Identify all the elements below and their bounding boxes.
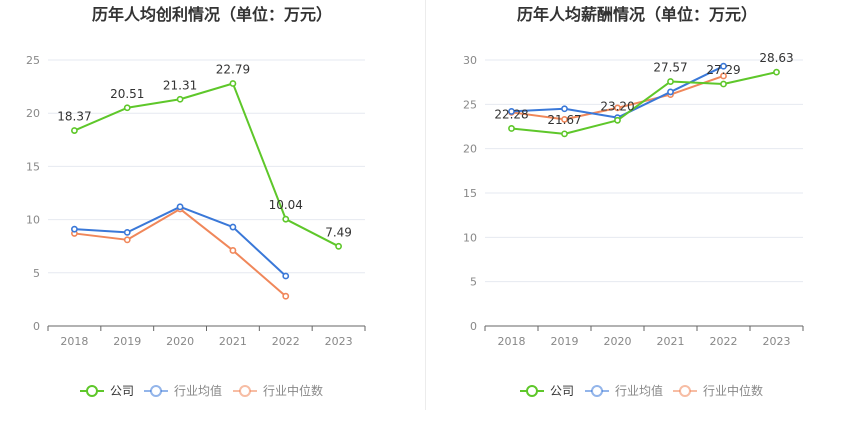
y-tick-label: 10 [463,231,477,244]
legend-marker [591,385,603,397]
profit-per-capita-chart: 历年人均创利情况（单位：万元） 0 5 10 15 20 25 2018 2019 2020 202… [26,5,366,398]
x-tick-label: 2020 [604,335,632,348]
data-point [123,228,131,236]
data-point [229,223,237,231]
data-label: 21.67 [547,113,581,127]
legend-item-1: 行业均值 [585,383,663,398]
data-point [614,104,621,112]
x-tick-label: 2018 [60,335,88,348]
legend-marker [150,385,162,397]
legend-item-2: 行业中位数 [673,383,763,398]
data-point [561,105,568,113]
salary-per-capita-chart: 历年人均薪酬情况（单位：万元） 0 5 10 15 20 25 30 2018 2019 2020 2… [463,5,804,398]
chart-panel-profit: 历年人均创利情况（单位：万元） 0 5 10 15 20 25 2018 2019 2020 202… [0,0,425,437]
series-line-1 [74,205,287,277]
legend-label: 行业中位数 [263,383,323,398]
y-tick-label: 20 [463,143,477,156]
data-point [282,272,290,280]
y-tick-label: 15 [26,160,40,173]
data-point [229,80,237,87]
data-point [282,215,290,223]
data-label: 22.28 [494,107,528,121]
data-point [561,130,568,138]
y-tick-label: 0 [470,320,477,333]
data-label: 27.57 [653,61,687,75]
data-point [773,68,780,76]
y-tick-label: 5 [33,267,40,280]
series-line-2 [74,207,287,297]
x-tick-label: 2021 [657,335,685,348]
data-point [720,72,727,80]
data-point [71,127,78,134]
legend-item-2: 行业中位数 [233,383,323,398]
legend-label: 公司 [110,384,134,398]
legend-marker [679,385,691,397]
x-tick-label: 2020 [166,335,194,348]
x-tick-label: 2021 [219,335,247,348]
data-point [720,62,727,70]
legend-marker [526,385,538,397]
x-tick-label: 2023 [763,335,791,348]
data-point [176,95,184,103]
data-point [176,203,184,211]
legend-label: 行业均值 [615,383,663,398]
data-point [282,292,290,300]
data-label: 28.63 [759,51,793,65]
data-label: 18.37 [57,110,91,124]
data-point [335,242,342,250]
data-label: 23.20 [600,99,634,113]
data-point [667,88,674,96]
legend-label: 公司 [550,384,574,398]
data-point [720,80,727,88]
x-tick-label: 2018 [498,335,526,348]
data-point [71,225,78,233]
legend-item-0: 公司 [80,384,134,398]
legend-item-0: 公司 [520,384,574,398]
legend-label: 行业中位数 [703,383,763,398]
data-point [667,78,674,85]
y-tick-label: 25 [463,98,477,111]
data-point [508,125,515,132]
data-point [561,116,568,123]
data-label: 10.04 [269,198,303,212]
data-label: 21.31 [163,78,197,92]
y-tick-label: 20 [26,107,40,120]
data-label: 27.29 [706,63,740,77]
data-point [123,236,131,244]
y-tick-label: 5 [470,276,477,289]
x-tick-label: 2022 [272,335,300,348]
chart-title: 历年人均创利情况（单位：万元） [92,5,332,24]
y-tick-label: 0 [33,320,40,333]
data-point [614,116,621,124]
y-tick-label: 15 [463,187,477,200]
x-tick-label: 2023 [325,335,353,348]
legend-item-1: 行业均值 [144,383,222,398]
chart-panel-salary: 历年人均薪酬情况（单位：万元） 0 5 10 15 20 25 30 2018 2019 2020 2… [425,0,850,437]
data-label: 20.51 [110,87,144,101]
x-tick-label: 2019 [113,335,141,348]
legend-label: 行业均值 [174,383,222,398]
y-tick-label: 30 [463,54,477,67]
data-label: 22.79 [216,63,250,77]
series-line-0 [511,71,777,135]
y-tick-label: 25 [26,54,40,67]
legend-marker [86,385,98,397]
x-tick-label: 2022 [710,335,738,348]
data-point [229,247,237,254]
data-point [123,104,131,112]
data-label: 7.49 [325,225,352,239]
x-tick-label: 2019 [551,335,579,348]
panel-divider [425,0,426,410]
chart-title: 历年人均薪酬情况（单位：万元） [517,5,757,24]
series-line-0 [74,82,340,248]
data-point [508,108,515,115]
y-tick-label: 10 [26,214,40,227]
legend-marker [239,385,251,397]
